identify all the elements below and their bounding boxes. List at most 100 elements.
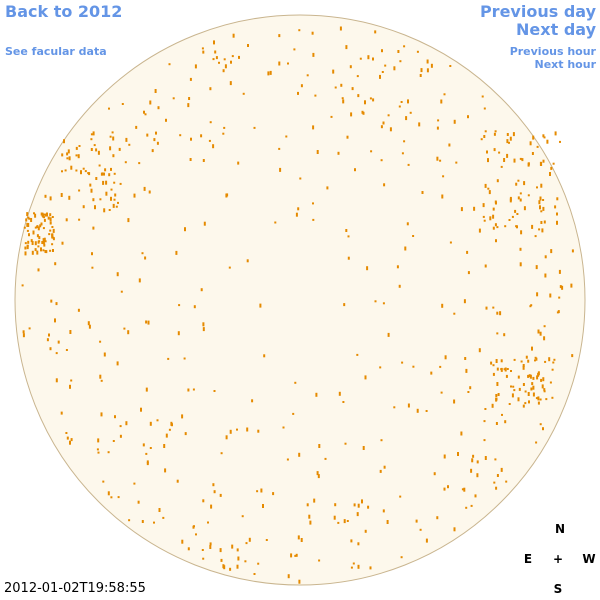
facula [84, 170, 87, 173]
facula [238, 55, 240, 59]
facula [549, 381, 552, 384]
facula [92, 198, 95, 202]
facula [294, 381, 297, 384]
facula [419, 528, 422, 531]
facula [163, 444, 166, 448]
facula [278, 34, 281, 38]
facular-data-link[interactable]: See facular data [5, 45, 107, 58]
facula [515, 182, 518, 186]
back-link[interactable]: Back to 2012 [5, 2, 123, 21]
facula [117, 201, 119, 204]
facula [34, 241, 37, 246]
facula [43, 243, 46, 247]
facula [389, 127, 392, 132]
facula [102, 480, 105, 483]
facula [287, 574, 290, 579]
facula [44, 194, 47, 198]
facula [380, 439, 383, 442]
facula [406, 222, 409, 226]
facula [509, 136, 512, 141]
facula [487, 158, 489, 163]
facula [42, 241, 45, 245]
facula [90, 138, 93, 141]
facula [496, 179, 499, 183]
next-day-link[interactable]: Next day [516, 20, 596, 39]
facula [151, 149, 154, 153]
facula [42, 227, 45, 230]
facula [37, 245, 40, 248]
facula [374, 300, 377, 303]
facula [95, 177, 98, 180]
facula [202, 327, 205, 332]
facula [356, 353, 359, 356]
facula [113, 172, 116, 175]
facula [405, 116, 408, 121]
facula [145, 452, 148, 455]
facula [111, 131, 114, 134]
facula [181, 414, 184, 419]
facula [213, 490, 216, 494]
facula [549, 172, 551, 176]
facula [256, 490, 259, 493]
previous-hour-link[interactable]: Previous hour [509, 45, 596, 58]
facula [311, 31, 314, 35]
facula [449, 65, 452, 67]
facula [397, 50, 400, 53]
facula [492, 214, 495, 219]
facula [110, 188, 113, 191]
facula [107, 491, 110, 496]
facula [127, 218, 130, 223]
facula [146, 462, 149, 466]
facula [482, 203, 485, 208]
facula [40, 247, 42, 252]
facula [102, 180, 105, 185]
facula [149, 421, 152, 426]
facula [544, 273, 547, 278]
facula [380, 159, 383, 162]
facula [70, 165, 73, 170]
facula [179, 134, 182, 137]
facula [98, 164, 101, 167]
facula [125, 421, 128, 426]
facula [535, 441, 538, 444]
facula [181, 539, 184, 544]
facula [40, 222, 43, 226]
facula [409, 111, 412, 114]
facula [473, 206, 476, 211]
facula [550, 166, 553, 170]
facula [440, 99, 443, 104]
facula [337, 151, 340, 155]
facula [242, 92, 245, 95]
facula [453, 312, 456, 315]
facula [125, 137, 128, 142]
facula [545, 398, 548, 401]
facula [189, 158, 192, 161]
facula [532, 392, 535, 397]
facula [540, 221, 543, 224]
facula [436, 126, 439, 130]
facula [508, 219, 511, 221]
facula [116, 272, 119, 277]
facula [286, 458, 289, 461]
facula [88, 172, 91, 176]
facula [539, 331, 542, 336]
facula [36, 234, 39, 238]
facula [444, 355, 447, 360]
facula [103, 208, 106, 213]
facula [141, 252, 144, 255]
facula [570, 283, 573, 288]
facula [78, 189, 81, 192]
facula [382, 121, 385, 125]
previous-day-link[interactable]: Previous day [479, 2, 596, 21]
facula [77, 154, 80, 159]
facula [543, 136, 546, 139]
facula [467, 391, 470, 393]
facula [149, 447, 152, 449]
facula [443, 93, 446, 96]
facula [50, 299, 53, 303]
facula [287, 62, 289, 65]
next-hour-link[interactable]: Next hour [534, 58, 597, 71]
facula [494, 130, 497, 133]
facula [26, 212, 29, 217]
facula [493, 481, 496, 484]
